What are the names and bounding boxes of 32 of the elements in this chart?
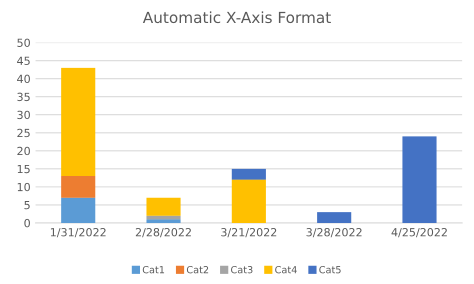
bar xyxy=(61,198,96,223)
bar xyxy=(232,180,266,223)
y-tick-label: 45 xyxy=(17,56,30,66)
x-tick-label: 3/28/2022 xyxy=(306,228,362,238)
x-tick-label: 1/31/2022 xyxy=(50,228,106,238)
x-tick-label: 3/21/2022 xyxy=(221,228,276,238)
y-tick-label: 0 xyxy=(24,218,30,228)
y-tick-label: 25 xyxy=(17,128,30,138)
legend-label: Cat2 xyxy=(186,266,208,274)
bar xyxy=(61,68,96,176)
bar xyxy=(61,176,96,198)
legend-label: Cat5 xyxy=(319,266,341,274)
legend-label: Cat3 xyxy=(231,266,252,274)
y-tick-label: 40 xyxy=(17,74,30,84)
y-tick-label: 10 xyxy=(18,182,30,192)
x-tick-label: 4/25/2022 xyxy=(392,228,447,238)
y-tick-label: 20 xyxy=(17,146,30,156)
y-tick-label: 15 xyxy=(18,164,30,174)
x-tick-label: 2/28/2022 xyxy=(136,228,191,238)
legend-label: Cat1 xyxy=(142,266,164,274)
bar xyxy=(402,136,437,223)
bar xyxy=(317,212,352,223)
bar xyxy=(146,216,181,220)
chart-title: Automatic X-Axis Format xyxy=(142,11,331,24)
bar xyxy=(146,198,181,216)
bar xyxy=(146,219,181,223)
y-tick-label: 50 xyxy=(17,38,30,47)
y-tick-label: 30 xyxy=(17,110,30,120)
bar xyxy=(232,168,266,180)
y-tick-label: 35 xyxy=(17,92,30,102)
legend-label: Cat4 xyxy=(275,266,297,274)
y-tick-label: 5 xyxy=(24,201,30,210)
